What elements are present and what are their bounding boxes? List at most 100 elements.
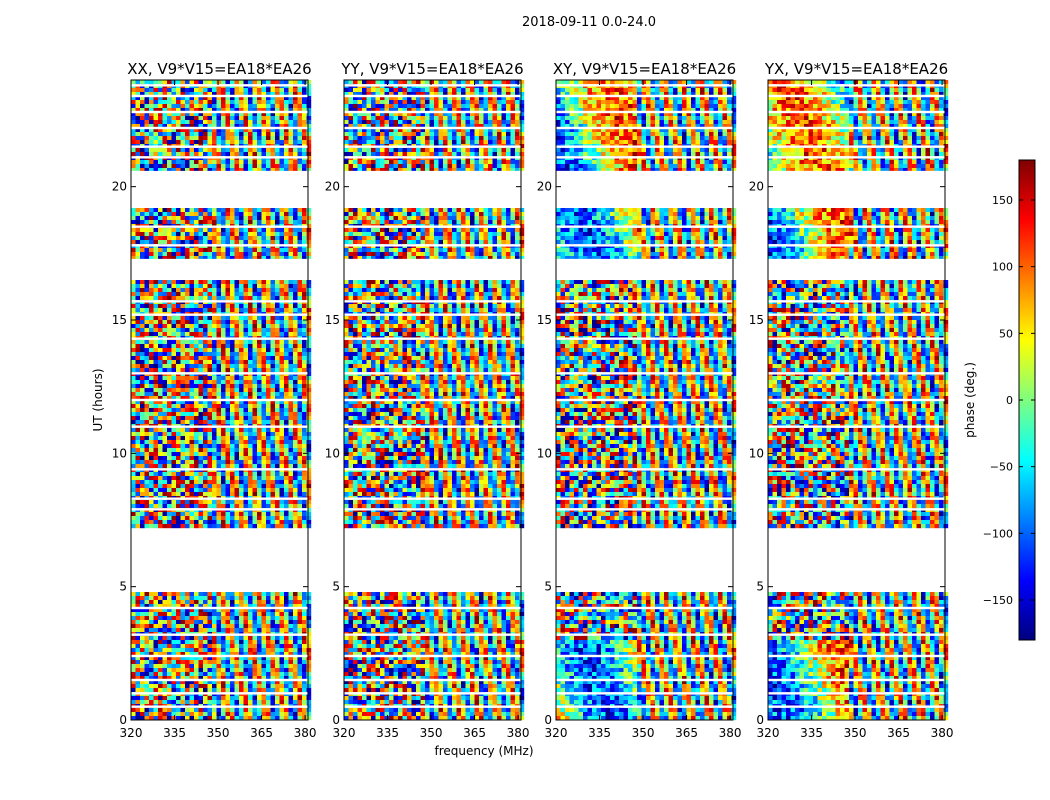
heatmap-cell (144, 676, 150, 681)
heatmap-cell (162, 280, 168, 285)
heatmap-cell (212, 460, 217, 465)
heatmap-cell (153, 116, 159, 121)
heatmap-cell (140, 428, 145, 433)
heatmap-cell (288, 432, 294, 437)
heatmap-cell (270, 412, 276, 417)
heatmap-cell (275, 80, 280, 85)
heatmap-cell (221, 628, 226, 633)
heatmap-cell (176, 120, 181, 125)
heatmap-cell (230, 524, 235, 529)
heatmap-cell (158, 688, 163, 693)
heatmap-cell (180, 140, 186, 145)
heatmap-cell (257, 368, 262, 373)
heatmap-cell (230, 88, 235, 93)
heatmap-cell (189, 240, 195, 245)
heatmap-cell (225, 308, 231, 313)
heatmap-cell (284, 412, 289, 417)
heatmap-cell (180, 688, 186, 693)
heatmap-cell (270, 344, 276, 349)
heatmap-cell (239, 420, 244, 425)
heatmap-cell (302, 396, 307, 401)
heatmap-cell (207, 304, 213, 309)
heatmap-cell (284, 408, 289, 413)
heatmap-cell (207, 504, 213, 509)
heatmap-cell (140, 628, 145, 633)
heatmap-cell (261, 128, 267, 133)
heatmap-cell (306, 252, 312, 257)
heatmap-cell (203, 436, 208, 441)
heatmap-cell (207, 316, 213, 321)
heatmap-cell (203, 400, 208, 405)
heatmap-cell (203, 364, 208, 369)
heatmap-cell (194, 96, 199, 101)
heatmap-cell (185, 504, 190, 509)
heatmap-cell (189, 696, 195, 701)
heatmap-cell (257, 124, 262, 129)
heatmap-cell (135, 376, 141, 381)
heatmap-cell (203, 620, 208, 625)
heatmap-cell (203, 624, 208, 629)
heatmap-cell (189, 296, 195, 301)
heatmap-cell (140, 136, 145, 141)
heatmap-cell (288, 464, 294, 469)
heatmap-cell (180, 444, 186, 449)
heatmap-cell (293, 120, 298, 125)
heatmap-cell (180, 520, 186, 525)
heatmap-cell (297, 364, 303, 369)
heatmap-cell (162, 716, 168, 721)
heatmap-cell (230, 348, 235, 353)
heatmap-cell (176, 484, 181, 489)
heatmap-cell (270, 228, 276, 233)
heatmap-cell (288, 104, 294, 109)
heatmap-cell (180, 504, 186, 509)
heatmap-cell (297, 612, 303, 617)
heatmap-cell (306, 704, 312, 709)
heatmap-cell (167, 464, 172, 469)
heatmap-cell (252, 148, 258, 153)
heatmap-cell (275, 712, 280, 717)
heatmap-cell (171, 504, 177, 509)
heatmap-cell (207, 680, 213, 685)
heatmap-cell (176, 376, 181, 381)
heatmap-cell (149, 464, 154, 469)
heatmap-cell (243, 88, 249, 93)
heatmap-cell (189, 136, 195, 141)
heatmap-cell (279, 492, 285, 497)
heatmap-cell (212, 88, 217, 93)
heatmap-cell (239, 672, 244, 677)
heatmap-cell (185, 488, 190, 493)
heatmap-cell (239, 652, 244, 657)
heatmap-cell (284, 88, 289, 93)
heatmap-cell (158, 220, 163, 225)
heatmap-cell (284, 220, 289, 225)
heatmap-cell (266, 712, 271, 717)
heatmap-cell (239, 500, 244, 505)
heatmap-cell (297, 480, 303, 485)
heatmap-cell (194, 680, 199, 685)
heatmap-cell (261, 104, 267, 109)
heatmap-cell (216, 716, 222, 721)
heatmap-cell (176, 600, 181, 605)
heatmap-cell (135, 436, 141, 441)
heatmap-cell (306, 624, 312, 629)
heatmap-cell (225, 712, 231, 717)
heatmap-cell (167, 708, 172, 713)
heatmap-cell (306, 432, 312, 437)
heatmap-cell (171, 124, 177, 129)
heatmap-cell (216, 624, 222, 629)
heatmap-cell (302, 324, 307, 329)
heatmap-cell (140, 668, 145, 673)
heatmap-cell (288, 208, 294, 213)
heatmap-cell (212, 488, 217, 493)
heatmap-cell (293, 432, 298, 437)
heatmap-cell (176, 348, 181, 353)
heatmap-cell (189, 332, 195, 337)
heatmap-cell (284, 640, 289, 645)
heatmap-cell (257, 624, 262, 629)
heatmap-cell (171, 604, 177, 609)
heatmap-cell (207, 96, 213, 101)
heatmap-cell (153, 480, 159, 485)
heatmap-cell (270, 608, 276, 613)
heatmap-cell (216, 668, 222, 673)
heatmap-cell (230, 492, 235, 497)
